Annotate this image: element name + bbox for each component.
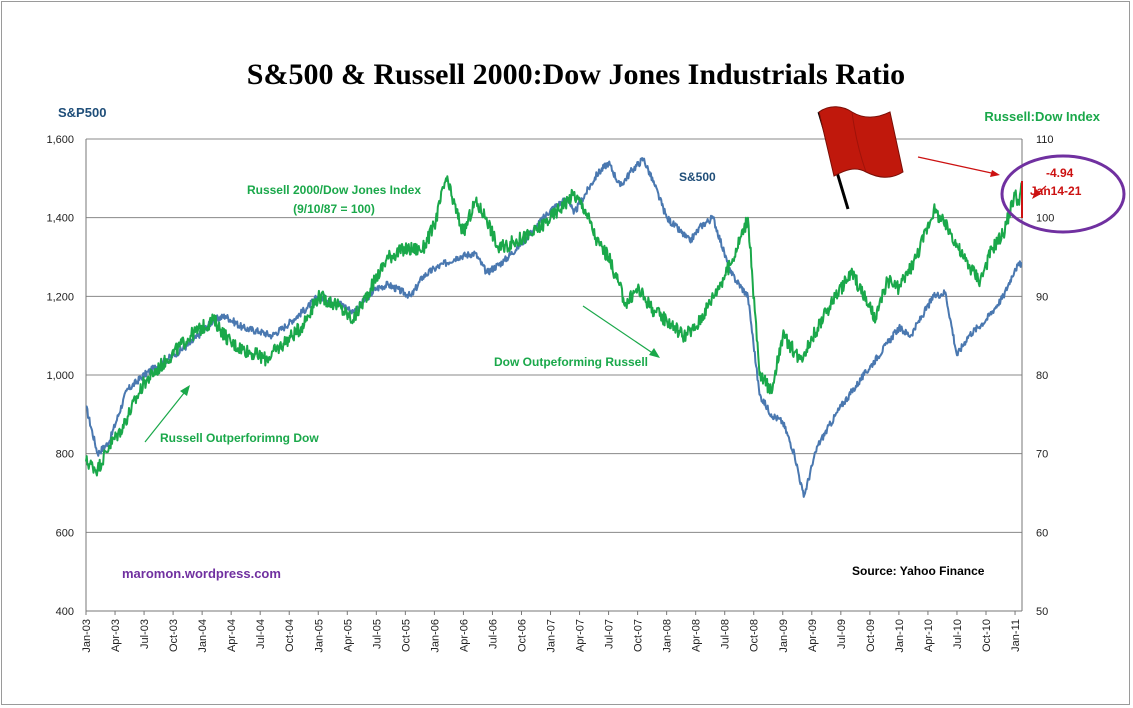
x-tick-label: Jul-04 (255, 619, 267, 649)
x-tick-label: Jan-06 (429, 619, 441, 653)
y-tick-right: 90 (1036, 291, 1048, 303)
red-flag-icon (817, 106, 904, 210)
source-credit: Source: Yahoo Finance (852, 564, 985, 578)
x-tick-label: Jan-03 (81, 619, 93, 653)
y-tick-right: 60 (1036, 527, 1048, 539)
russell-outperforming-arrow (144, 387, 189, 443)
x-tick-label: Apr-04 (226, 619, 238, 652)
y-tick-right: 100 (1036, 213, 1054, 225)
dow-outperforming-label: Dow Outpeforming Russell (494, 355, 648, 369)
x-tick-label: Apr-05 (342, 619, 354, 652)
dow-outperforming-arrow (582, 305, 658, 357)
x-tick-label: Apr-03 (110, 619, 122, 652)
site-credit: maromon.wordpress.com (122, 566, 281, 581)
x-tick-label: Jan-08 (662, 619, 674, 653)
y-tick-left: 1,200 (46, 291, 74, 303)
x-tick-label: Jan-04 (197, 619, 209, 653)
russell-series-label: Russell 2000/Dow Jones Index (247, 183, 421, 197)
x-tick-label: Apr-06 (458, 619, 470, 652)
x-tick-label: Oct-08 (749, 619, 761, 652)
y-tick-right: 70 (1036, 449, 1048, 461)
dow-outperforming-arrowhead (649, 348, 660, 358)
y-tick-left: 800 (56, 449, 74, 461)
y-tick-left: 1,600 (46, 134, 74, 146)
left-y-tick-labels: 400 600 800 1,000 1,200 1,400 1,600 (46, 134, 74, 618)
x-tick-label: Jul-07 (604, 619, 616, 649)
x-tick-label: Apr-07 (575, 619, 587, 652)
y-tick-left: 1,400 (46, 213, 74, 225)
y-tick-left: 400 (56, 606, 74, 618)
russell-outperforming-arrowhead (180, 385, 190, 396)
sp500-series-label: S&500 (679, 170, 716, 184)
change-pointer-arrowhead (1032, 189, 1041, 199)
y-tick-left: 600 (56, 527, 74, 539)
change-period: Jan14-21 (1030, 184, 1082, 198)
x-tick-label: Jul-10 (952, 619, 964, 649)
x-tick-label: Jan-09 (778, 619, 790, 653)
x-tick-label: Apr-10 (923, 619, 935, 652)
y-tick-left: 1,000 (46, 370, 74, 382)
x-tick-label: Jul-09 (836, 619, 848, 649)
x-tick-label: Jul-08 (720, 619, 732, 649)
x-tick-label: Apr-09 (807, 619, 819, 652)
left-axis-title: S&P500 (58, 105, 106, 120)
x-tick-labels: Jan-03 Apr-03 Jul-03 Oct-03 Jan-04 Apr-04 Jul-… (81, 611, 1022, 653)
x-tick-label: Jan-10 (894, 619, 906, 653)
highlight-circle (1000, 154, 1126, 234)
x-tick-label: Oct-04 (284, 619, 296, 652)
x-tick-label: Oct-06 (516, 619, 528, 652)
series-lines (85, 157, 1023, 498)
chart-title: S&500 & Russell 2000:Dow Jones Industria… (247, 58, 905, 91)
x-tick-label: Apr-08 (691, 619, 703, 652)
russell-series-sublabel: (9/10/87 = 100) (293, 202, 375, 216)
x-tick-label: Jan-05 (313, 619, 325, 653)
x-tick-label: Jan-11 (1010, 619, 1022, 652)
y-tick-right: 80 (1036, 370, 1048, 382)
y-tick-right: 50 (1036, 606, 1048, 618)
series-line-russell-dow (85, 175, 1023, 477)
x-tick-label: Oct-09 (865, 619, 877, 652)
x-tick-label: Jul-06 (487, 619, 499, 649)
x-tick-label: Oct-10 (981, 619, 993, 652)
x-tick-label: Oct-03 (168, 619, 180, 652)
x-tick-label: Jul-03 (139, 619, 151, 649)
x-tick-label: Jan-07 (546, 619, 558, 653)
x-tick-label: Oct-05 (400, 619, 412, 652)
russell-outperforming-label: Russell Outperforimng Dow (160, 431, 319, 445)
right-y-tick-labels: 50 60 70 80 90 100 110 (1036, 134, 1054, 618)
change-value: -4.94 (1046, 166, 1074, 180)
y-tick-right: 110 (1036, 134, 1054, 146)
flag-pointer-arrowhead (990, 170, 1000, 177)
x-tick-label: Jul-05 (371, 619, 383, 649)
flag-pointer-arrow (917, 156, 997, 175)
x-tick-label: Oct-07 (633, 619, 645, 652)
right-axis-title: Russell:Dow Index (984, 109, 1100, 124)
